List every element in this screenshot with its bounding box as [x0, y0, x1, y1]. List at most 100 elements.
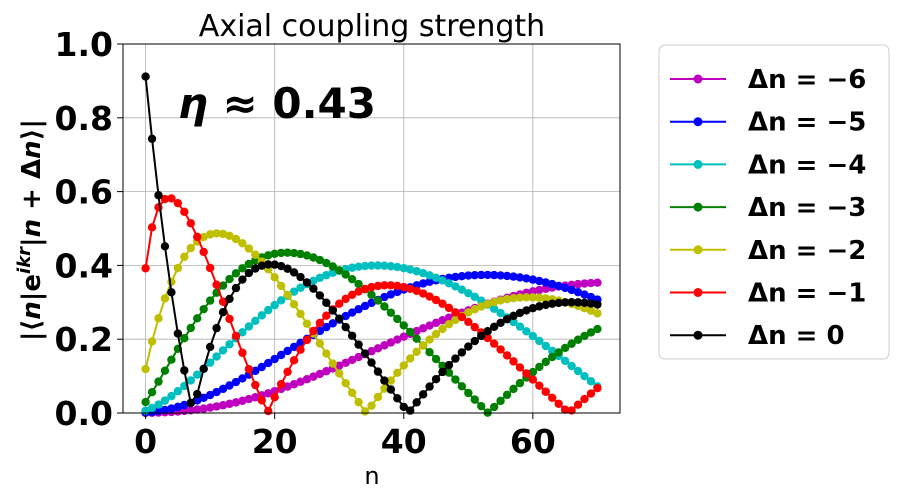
data-point — [593, 309, 602, 318]
data-point — [218, 307, 228, 317]
data-point — [160, 194, 170, 204]
data-point — [354, 287, 363, 296]
data-point — [393, 368, 402, 378]
series-layer — [141, 72, 602, 418]
data-point — [593, 278, 602, 287]
data-point — [444, 368, 454, 377]
data-point — [205, 296, 215, 305]
data-point — [154, 203, 163, 212]
data-point — [399, 264, 408, 273]
data-point — [554, 348, 563, 357]
data-point — [238, 275, 247, 284]
data-point — [418, 279, 428, 288]
data-point — [560, 283, 570, 293]
data-point — [502, 390, 512, 399]
data-point — [335, 361, 344, 370]
data-point — [406, 406, 415, 415]
data-point — [444, 303, 454, 313]
data-point — [580, 279, 589, 288]
data-point — [496, 296, 505, 305]
data-point — [386, 281, 396, 290]
data-point — [141, 364, 150, 374]
data-point — [425, 382, 434, 391]
legend-label: Δn = −5 — [748, 108, 866, 138]
data-point — [528, 275, 538, 284]
data-point — [444, 320, 454, 329]
data-point — [238, 239, 247, 248]
data-point — [315, 273, 325, 283]
data-point — [276, 248, 286, 258]
data-point — [251, 250, 260, 259]
data-point — [393, 394, 402, 403]
data-point — [341, 358, 350, 368]
data-point — [431, 273, 441, 282]
data-point — [193, 232, 202, 242]
data-point — [315, 255, 325, 265]
data-point — [573, 298, 583, 307]
data-point — [464, 288, 473, 298]
data-point — [328, 268, 337, 277]
data-point — [276, 261, 286, 271]
data-point — [264, 358, 273, 368]
data-point — [251, 366, 260, 376]
data-point — [225, 294, 234, 304]
data-point — [393, 314, 402, 324]
data-point — [154, 191, 163, 200]
data-point — [399, 321, 408, 330]
data-point — [509, 293, 518, 303]
data-point — [541, 294, 550, 303]
data-point — [451, 315, 460, 325]
x-tick-label: 20 — [252, 422, 298, 461]
data-point — [438, 299, 447, 308]
data-point — [412, 334, 421, 343]
data-point — [444, 360, 454, 370]
data-point — [438, 361, 447, 371]
data-point — [548, 352, 557, 362]
data-point — [399, 361, 408, 370]
data-point — [154, 314, 163, 323]
data-point — [180, 252, 189, 262]
data-point — [225, 274, 234, 284]
data-point — [373, 344, 383, 353]
data-point — [257, 362, 266, 372]
data-point — [264, 260, 273, 269]
data-point — [296, 345, 305, 354]
data-point — [548, 393, 557, 402]
data-point — [322, 270, 331, 280]
data-point — [483, 333, 492, 343]
data-point — [160, 242, 170, 251]
data-point — [515, 322, 525, 331]
data-point — [386, 290, 396, 299]
data-point — [186, 219, 195, 228]
data-point — [528, 331, 538, 341]
data-point — [586, 389, 596, 398]
legend-label: Δn = 0 — [748, 321, 845, 351]
x-tick-label: 60 — [510, 422, 556, 461]
data-point — [296, 309, 305, 319]
data-point — [212, 280, 221, 289]
data-point — [425, 277, 434, 287]
legend-marker — [693, 202, 703, 212]
data-point — [573, 400, 583, 409]
data-point — [444, 313, 454, 322]
data-point — [322, 367, 331, 376]
data-point — [489, 297, 499, 307]
data-point — [380, 281, 389, 290]
data-point — [315, 318, 325, 328]
data-point — [347, 331, 357, 340]
data-point — [496, 318, 505, 327]
data-point — [205, 342, 215, 352]
data-point — [438, 316, 447, 325]
data-point — [283, 248, 292, 257]
legend-marker — [693, 74, 703, 84]
data-point — [315, 339, 325, 348]
data-point — [270, 354, 279, 364]
y-tick-label: 0.0 — [55, 394, 113, 433]
data-point — [167, 391, 176, 401]
data-point — [173, 402, 183, 412]
data-point — [147, 403, 157, 413]
data-point — [276, 379, 286, 389]
data-point — [367, 261, 376, 270]
data-point — [218, 229, 228, 239]
data-point — [457, 348, 467, 357]
